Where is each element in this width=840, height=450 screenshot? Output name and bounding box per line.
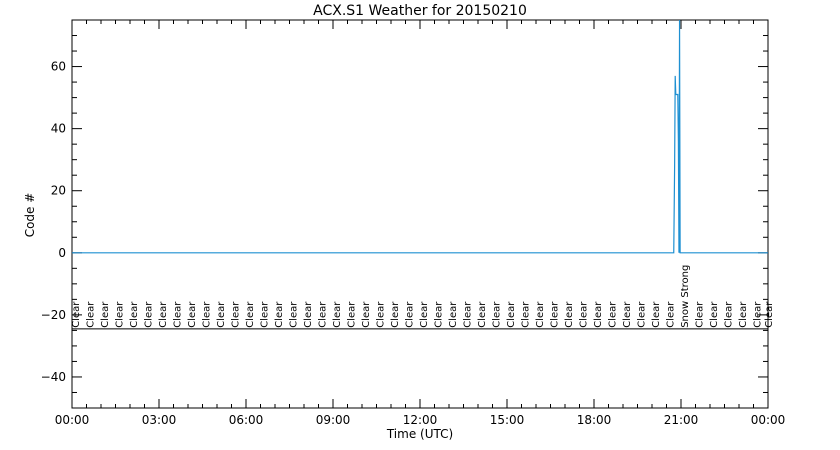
- weather-label: Clear: [694, 301, 705, 328]
- weather-label: Clear: [375, 301, 386, 328]
- weather-label: Clear: [158, 301, 169, 328]
- weather-label: Clear: [332, 301, 343, 328]
- x-tick-label: 15:00: [490, 413, 525, 427]
- x-tick-label: 09:00: [316, 413, 351, 427]
- weather-label: Clear: [723, 301, 734, 328]
- weather-label: Clear: [114, 301, 125, 328]
- x-tick-label: 21:00: [664, 413, 699, 427]
- weather-label: Clear: [143, 301, 154, 328]
- y-tick-label: 40: [51, 122, 66, 136]
- y-tick-label: 20: [51, 184, 66, 198]
- weather-label: Clear: [433, 301, 444, 328]
- y-tick-label: 0: [58, 246, 66, 260]
- weather-label: Clear: [535, 301, 546, 328]
- weather-label: Snow Strong: [680, 265, 691, 328]
- weather-label: Clear: [259, 301, 270, 328]
- weather-label: Clear: [593, 301, 604, 328]
- weather-label: Clear: [245, 301, 256, 328]
- weather-label: Clear: [85, 301, 96, 328]
- weather-label: Clear: [477, 301, 488, 328]
- weather-label: Clear: [636, 301, 647, 328]
- plot-area: 00:00 03:00 06:00 09:00 12:00 15:00 18:00 21:00…: [41, 19, 786, 427]
- weather-label: Clear: [100, 301, 111, 328]
- plot-frame: [71, 19, 769, 409]
- y-axis-label: Code #: [23, 193, 37, 238]
- x-tick-label: 00:00: [751, 413, 786, 427]
- weather-label: Clear: [172, 301, 183, 328]
- x-tick-label: 18:00: [577, 413, 612, 427]
- weather-label: Clear: [764, 301, 775, 328]
- weather-label: Clear: [738, 301, 749, 328]
- weather-label: Clear: [651, 301, 662, 328]
- chart-title: ACX.S1 Weather for 20150210: [313, 3, 527, 19]
- weather-label: Clear: [303, 301, 314, 328]
- weather-label: Clear: [346, 301, 357, 328]
- weather-label: Clear: [622, 301, 633, 328]
- weather-label: Clear: [216, 301, 227, 328]
- weather-label: Clear: [288, 301, 299, 328]
- weather-label: Clear: [607, 301, 618, 328]
- weather-label: Clear: [187, 301, 198, 328]
- weather-label: Clear: [709, 301, 720, 328]
- weather-label: Clear: [520, 301, 531, 328]
- y-tick-label: −20: [41, 308, 66, 322]
- weather-label: Clear: [578, 301, 589, 328]
- weather-label: Clear: [404, 301, 415, 328]
- x-tick-label: 03:00: [142, 413, 177, 427]
- weather-label: Clear: [317, 301, 328, 328]
- weather-label: Clear: [462, 301, 473, 328]
- weather-label: Clear: [361, 301, 372, 328]
- weather-label: Clear: [71, 301, 82, 328]
- weather-label: Clear: [274, 301, 285, 328]
- x-axis-label: Time (UTC): [386, 427, 453, 441]
- weather-label: Clear: [129, 301, 140, 328]
- weather-label: Clear: [665, 301, 676, 328]
- x-tick-label: 12:00: [403, 413, 438, 427]
- y-tick-label: −40: [41, 370, 66, 384]
- series-line: [72, 20, 768, 254]
- x-tick-label: 00:00: [55, 413, 90, 427]
- weather-label: Clear: [201, 301, 212, 328]
- weather-label: Clear: [230, 301, 241, 328]
- weather-label: Clear: [448, 301, 459, 328]
- weather-label: Clear: [491, 301, 502, 328]
- weather-label: Clear: [390, 301, 401, 328]
- weather-label: Clear: [506, 301, 517, 328]
- weather-label: Clear: [752, 301, 763, 328]
- weather-label: Clear: [419, 301, 430, 328]
- y-tick-label: 60: [51, 60, 66, 74]
- weather-label: Clear: [549, 301, 560, 328]
- x-tick-label: 06:00: [229, 413, 264, 427]
- weather-label: Clear: [564, 301, 575, 328]
